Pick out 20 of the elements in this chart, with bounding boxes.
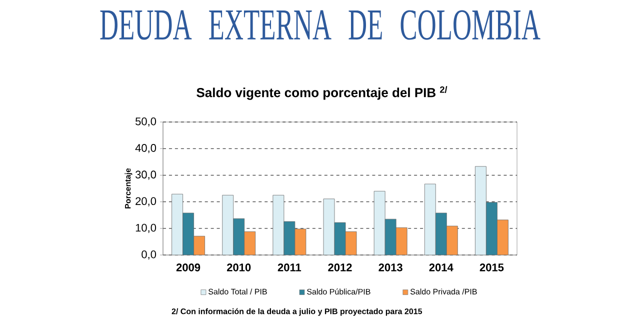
x-tick-label: 2014 [429, 264, 454, 272]
y-tick-label: 0,0 [142, 250, 156, 260]
y-tick-label: 30,0 [135, 170, 156, 180]
y-tick-label: 40,0 [135, 144, 156, 154]
x-tick-label: 2013 [378, 264, 402, 272]
legend-label: Saldo Total / PIB [208, 288, 267, 294]
chart-title: DEUDA EXTERNA DE COLOMBIA [100, 10, 540, 40]
x-tick-label: 2010 [227, 264, 251, 272]
x-tick-label: 2012 [328, 264, 352, 272]
text: 2/ Con información de la deuda a julio y PIB proyectado para 2015 [172, 308, 422, 316]
x-tick-label: 2015 [480, 264, 504, 272]
x-tick-label: 2011 [278, 264, 302, 272]
y-tick-label: 20,0 [136, 197, 156, 206]
y-tick-label: 50,0 [136, 117, 156, 127]
y-tick-label: 10,0 [136, 224, 156, 233]
x-tick-label: 2009 [176, 264, 200, 272]
chart-subtitle: Saldo vigente como porcentaje del PIB $^{2/}$ [196, 86, 448, 100]
legend-label: Saldo Privada /PIB [410, 288, 477, 294]
y-axis-title: Porcentaje [124, 168, 132, 208]
legend-label: Saldo Pública/PIB [307, 288, 370, 295]
